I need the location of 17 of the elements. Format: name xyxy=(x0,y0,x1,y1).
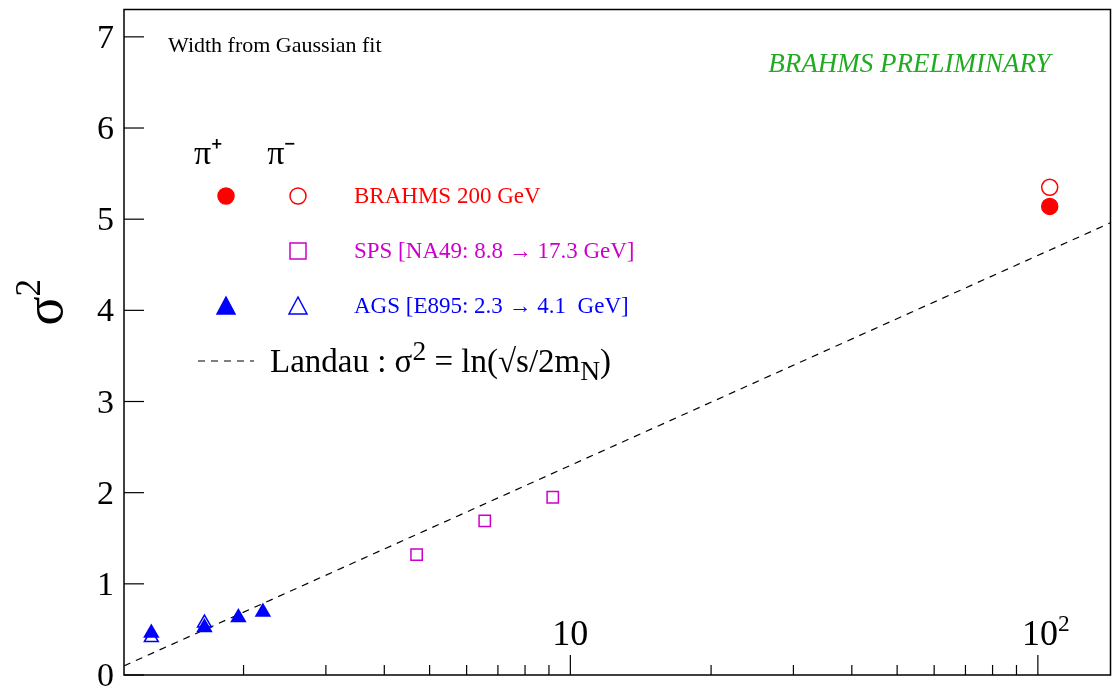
y-tick-label: 1 xyxy=(97,564,114,602)
legend-label: AGS [E895: 2.3 → 4.1 GeV] xyxy=(354,292,629,319)
annotation: BRAHMS PRELIMINARY xyxy=(768,47,1054,78)
y-axis-title: σ2 xyxy=(9,278,74,326)
x-tick-label: 10 xyxy=(552,613,589,653)
legend-label: SPS [NA49: 8.8 → 17.3 GeV] xyxy=(354,237,635,264)
y-tick-label: 2 xyxy=(97,473,114,511)
legend-label: BRAHMS 200 GeV xyxy=(354,182,541,209)
y-tick-label: 6 xyxy=(97,109,114,147)
y-tick-label: 0 xyxy=(97,656,114,692)
y-tick-label: 7 xyxy=(97,17,114,55)
y-tick-label: 4 xyxy=(97,291,114,329)
y-tick-label: 5 xyxy=(97,200,114,238)
annotation: Width from Gaussian fit xyxy=(168,31,382,57)
y-tick-label: 3 xyxy=(97,382,114,420)
legend-title: π⁺ π⁻ xyxy=(193,133,297,171)
legend-label: Landau : σ$^{2}$ = ln(√s/2m$_{N}$) xyxy=(270,334,612,387)
